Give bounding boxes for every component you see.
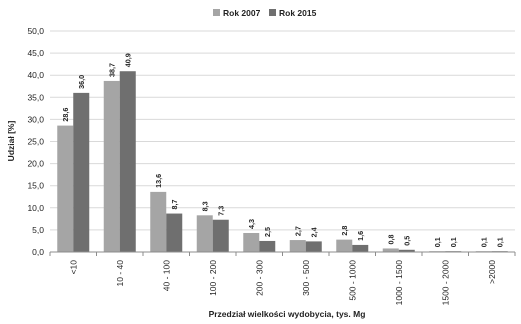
axes (49, 251, 516, 256)
y-axis-title: Udział [%] (6, 121, 16, 162)
legend-swatch-rok-2015 (269, 9, 276, 16)
data-label: 0,1 (495, 237, 504, 247)
data-label: 0,1 (479, 237, 488, 247)
y-tick-label: 25,0 (27, 137, 44, 147)
x-tick-label: 1000 - 1500 (394, 260, 404, 306)
bar-rok-2007 (57, 125, 74, 252)
bar-rok-2015 (398, 249, 415, 252)
legend-label-rok-2015: Rok 2015 (279, 8, 317, 18)
data-label: 28,6 (61, 108, 70, 122)
y-tick-label: 40,0 (27, 70, 44, 80)
bar-rok-2007 (382, 248, 399, 252)
x-tick-label: 1500 - 2000 (440, 260, 450, 306)
data-label: 1,6 (356, 231, 365, 241)
bar-rok-2015 (305, 241, 322, 252)
x-axis-title: Przedział wielkości wydobycia, tys. Mg (209, 309, 366, 319)
bar-rok-2007 (103, 80, 120, 252)
data-label: 8,3 (200, 201, 209, 211)
bar-rok-2007 (336, 239, 353, 252)
y-tick-label: 35,0 (27, 92, 44, 102)
bar-rok-2015 (259, 240, 276, 252)
y-tick-label: 5,0 (32, 225, 44, 235)
y-tick-label: 10,0 (27, 203, 44, 213)
bar-rok-2015 (212, 219, 229, 252)
y-tick-label: 0,0 (32, 247, 44, 257)
bar-rok-2007 (289, 240, 306, 252)
y-tick-labels: 0,0 5,0 10,0 15,0 20,0 25,0 30,0 35,0 40,0 45,0 50… (27, 26, 44, 257)
data-labels: 28,6 36,0 38,7 40,9 13,6 8,7 8,3 7,3 4,3 2,5 2,7 2,… (61, 53, 505, 247)
x-tick-label: >2000 (487, 260, 497, 284)
data-label: 0,1 (449, 237, 458, 247)
bar-rok-2015 (166, 213, 183, 252)
x-tick-label: 40 - 100 (161, 260, 171, 291)
legend-swatch-rok-2007 (213, 9, 220, 16)
legend-label-rok-2007: Rok 2007 (223, 8, 261, 18)
bar-rok-2015 (352, 244, 369, 252)
x-tick-label: 500 - 1000 (347, 260, 357, 301)
x-tick-label: 100 - 200 (208, 260, 218, 296)
bar-rok-2015 (119, 71, 136, 252)
x-tick-label: <10 (68, 260, 78, 275)
bar-rok-2007 (243, 232, 260, 252)
bar-rok-2007 (150, 191, 167, 252)
data-label: 7,3 (216, 206, 225, 216)
data-label: 2,5 (263, 227, 272, 237)
data-label: 38,7 (107, 63, 116, 77)
y-tick-label: 50,0 (27, 26, 44, 36)
y-tick-label: 45,0 (27, 48, 44, 58)
data-label: 40,9 (123, 53, 132, 67)
bars (57, 71, 508, 252)
data-label: 2,4 (309, 227, 318, 237)
y-tick-label: 20,0 (27, 159, 44, 169)
data-label: 0,5 (402, 236, 411, 246)
data-label: 8,7 (170, 200, 179, 210)
y-tick-label: 15,0 (27, 181, 44, 191)
bar-rok-2015 (73, 92, 90, 252)
data-label: 13,6 (154, 174, 163, 188)
y-tick-label: 30,0 (27, 114, 44, 124)
x-tick-labels: <10 10 - 40 40 - 100 100 - 200 200 - 300 300 … (68, 260, 497, 306)
x-tick-label: 300 - 500 (301, 260, 311, 296)
data-label: 0,1 (433, 237, 442, 247)
data-label: 4,3 (247, 219, 256, 229)
legend: Rok 2007 Rok 2015 (213, 8, 317, 18)
data-label: 2,8 (340, 226, 349, 236)
data-label: 2,7 (293, 226, 302, 236)
x-tick-label: 10 - 40 (115, 260, 125, 287)
data-label: 36,0 (77, 75, 86, 89)
x-tick-label: 200 - 300 (254, 260, 264, 296)
data-label: 0,8 (386, 234, 395, 244)
bar-rok-2007 (196, 215, 213, 252)
